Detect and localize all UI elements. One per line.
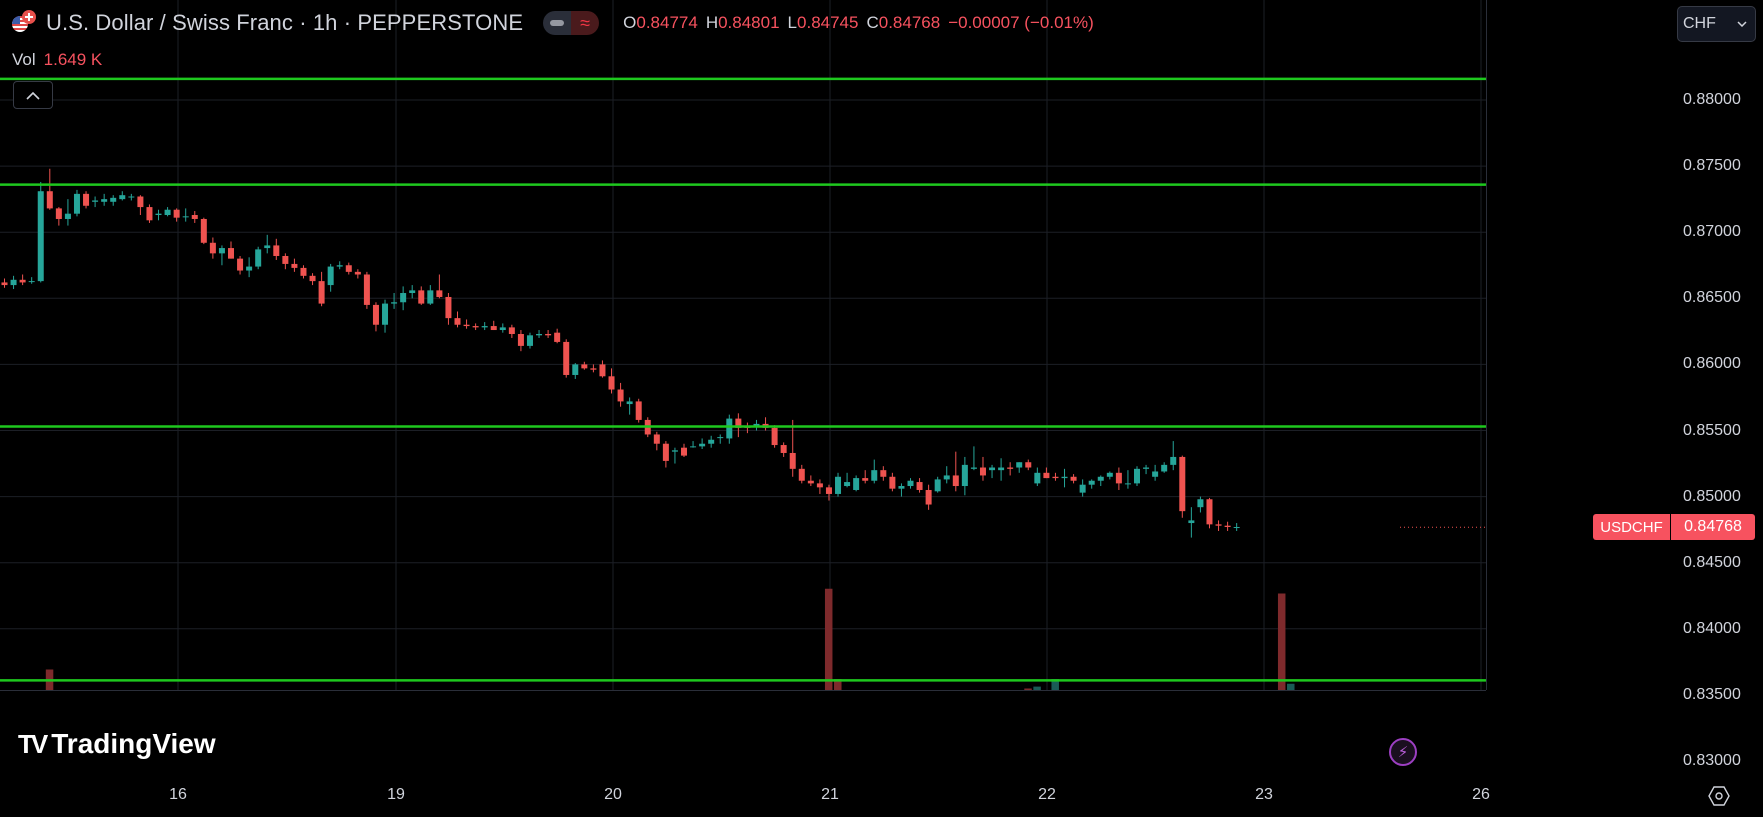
chevron-down-icon — [1737, 21, 1747, 27]
time-tick-label: 22 — [1038, 786, 1056, 803]
symbol-price-tag: USDCHF — [1593, 514, 1670, 541]
last-price-tag: 0.84768 — [1671, 514, 1755, 541]
data-delay-icon: ≈ — [571, 11, 600, 35]
market-closed-icon — [543, 11, 572, 35]
ohlc-high: H0.84801 — [705, 13, 780, 32]
volume-value: 1.649 K — [43, 50, 103, 69]
ohlc-low: L0.84745 — [787, 13, 859, 32]
currency-pair-flags-icon — [12, 10, 38, 36]
time-tick-label: 23 — [1255, 786, 1273, 803]
time-tick-label: 20 — [604, 786, 622, 803]
price-tick-label: 0.84500 — [1683, 553, 1741, 571]
price-tick-label: 0.87500 — [1683, 157, 1741, 175]
swiss-flag-icon — [22, 10, 36, 24]
price-tick-label: 0.85500 — [1683, 421, 1741, 439]
price-tick-label: 0.86500 — [1683, 289, 1741, 307]
price-tick-label: 0.86000 — [1683, 355, 1741, 373]
lightning-bolt-icon[interactable]: ⚡ — [1389, 738, 1417, 766]
time-tick-label: 16 — [169, 786, 187, 803]
volume-label[interactable]: Vol — [12, 50, 36, 69]
chevron-up-icon — [26, 91, 40, 100]
market-status-pill[interactable]: ≈ — [543, 11, 600, 35]
tradingview-mark-icon: TV — [18, 728, 48, 759]
ohlc-close: C0.84768 — [866, 13, 941, 32]
currency-select-value: CHF — [1683, 15, 1716, 32]
price-axis[interactable] — [1486, 0, 1763, 690]
price-tick-label: 0.83500 — [1683, 685, 1741, 703]
chart-legend: U.S. Dollar / Swiss Franc · 1h · PEPPERS… — [12, 10, 1094, 36]
chart-pane[interactable] — [0, 0, 1486, 690]
volume-legend: Vol 1.649 K — [12, 50, 102, 70]
price-tick-label: 0.85000 — [1683, 487, 1741, 505]
time-tick-label: 21 — [821, 786, 839, 803]
ohlc-open: O0.84774 — [623, 13, 698, 32]
time-axis[interactable] — [0, 690, 1486, 817]
currency-select[interactable]: CHF — [1677, 6, 1756, 42]
time-tick-label: 19 — [387, 786, 405, 803]
candlestick-chart[interactable] — [0, 0, 1486, 690]
tradingview-logo-text: TradingView — [51, 728, 216, 759]
price-tick-label: 0.84000 — [1683, 619, 1741, 637]
tradingview-logo[interactable]: TV TradingView — [18, 728, 216, 760]
ohlc-values: O0.84774 H0.84801 L0.84745 C0.84768 −0.0… — [623, 13, 1094, 33]
collapse-legend-button[interactable] — [13, 81, 53, 109]
time-tick-label: 26 — [1472, 786, 1490, 803]
chart-settings-icon[interactable] — [1707, 784, 1731, 808]
price-tick-label: 0.88000 — [1683, 91, 1741, 108]
price-tick-label: 0.87000 — [1683, 223, 1741, 241]
price-change: −0.00007 (−0.01%) — [948, 13, 1094, 32]
symbol-title[interactable]: U.S. Dollar / Swiss Franc · 1h · PEPPERS… — [46, 10, 524, 35]
price-tick-label: 0.83000 — [1683, 752, 1741, 769]
